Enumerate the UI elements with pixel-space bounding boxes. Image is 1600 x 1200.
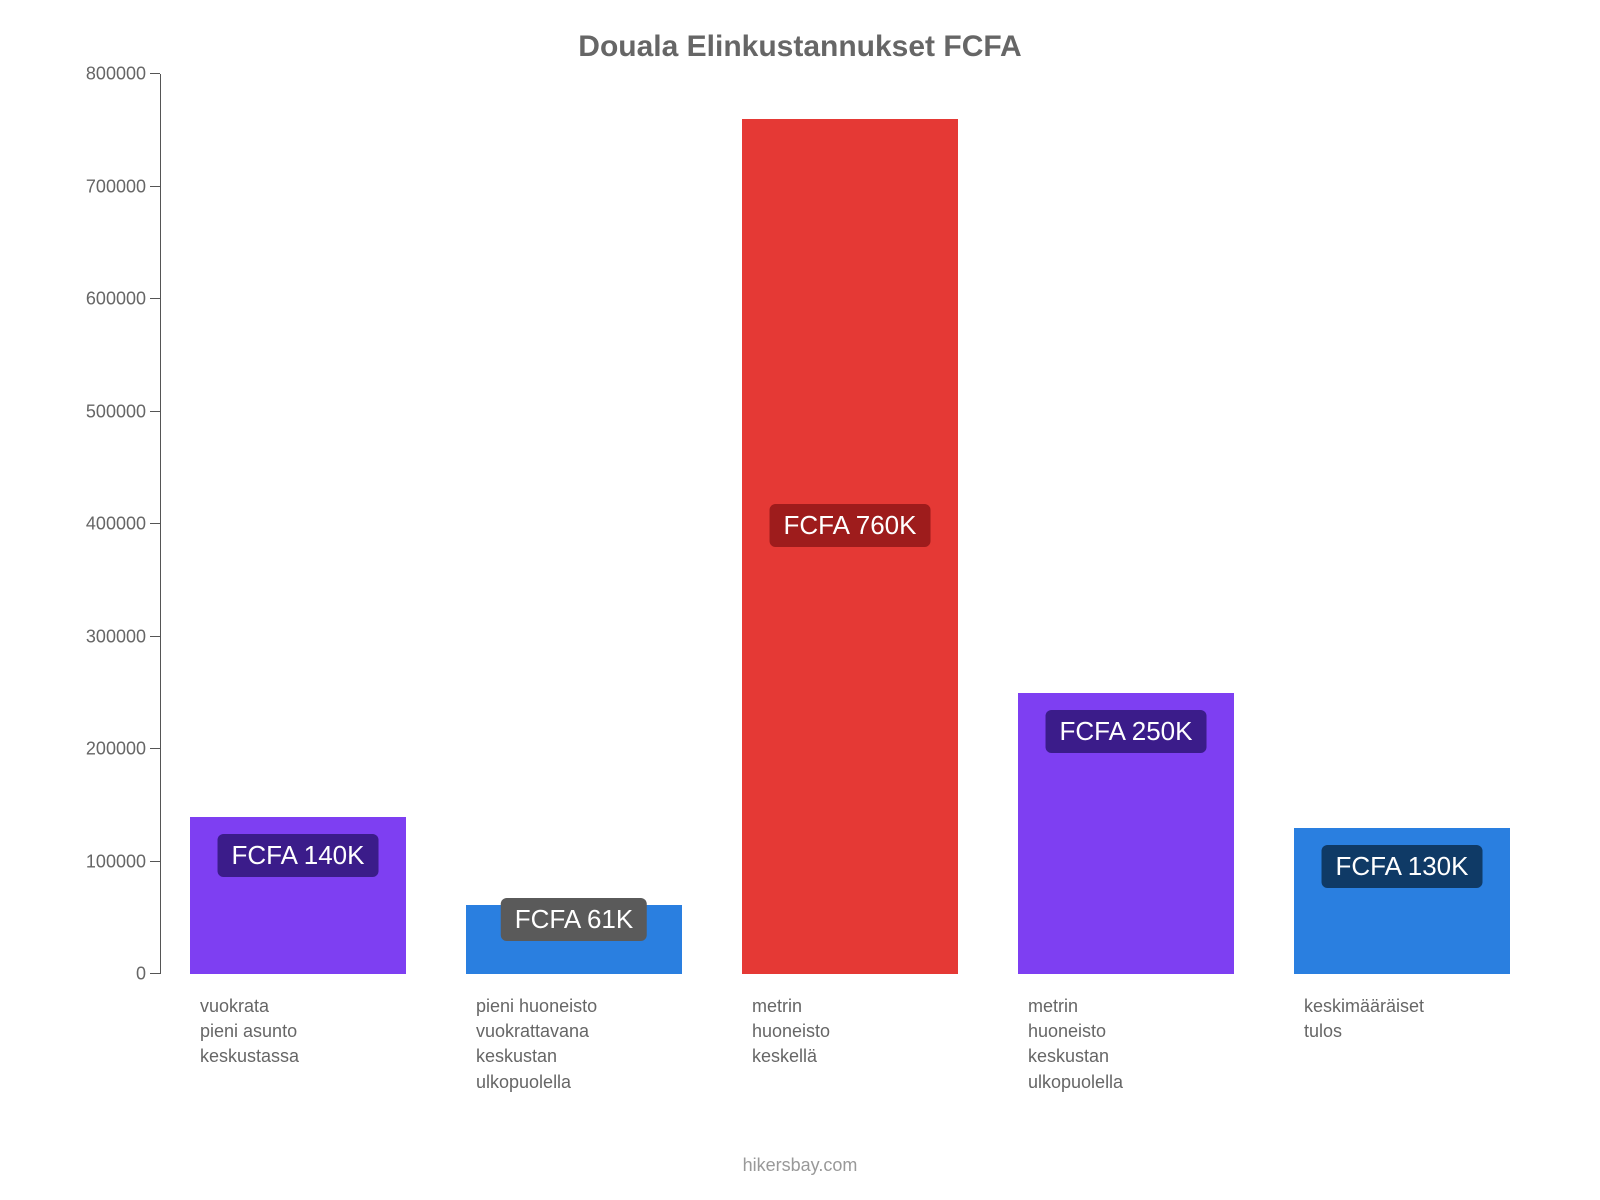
y-tick-label: 300000 (86, 626, 160, 647)
x-label: keskimääräisettulos (1264, 994, 1540, 1095)
y-tick-label: 500000 (86, 401, 160, 422)
x-label: vuokratapieni asuntokeskustassa (160, 994, 436, 1095)
y-tick-label: 700000 (86, 176, 160, 197)
bars-group: FCFA 140K FCFA 61K FCFA 760K FCFA 250K FCFA … (160, 74, 1540, 974)
value-badge: FCFA 130K (1322, 845, 1483, 888)
bar: FCFA 760K (742, 119, 957, 974)
y-tick-label: 200000 (86, 739, 160, 760)
y-tick-label: 100000 (86, 851, 160, 872)
value-badge: FCFA 61K (501, 898, 648, 941)
value-badge: FCFA 760K (770, 504, 931, 547)
x-label: pieni huoneistovuokrattavanakeskustanulk… (436, 994, 712, 1095)
bar-slot: FCFA 250K (988, 74, 1264, 974)
value-badge: FCFA 250K (1046, 710, 1207, 753)
bar-slot: FCFA 140K (160, 74, 436, 974)
x-label: metrinhuoneistokeskustanulkopuolella (988, 994, 1264, 1095)
x-label: metrinhuoneistokeskellä (712, 994, 988, 1095)
y-tick-label: 800000 (86, 64, 160, 85)
bar: FCFA 61K (466, 905, 681, 974)
x-labels: vuokratapieni asuntokeskustassapieni huo… (160, 994, 1540, 1095)
bar: FCFA 140K (190, 817, 405, 975)
y-tick-label: 0 (136, 964, 160, 985)
bar: FCFA 250K (1018, 693, 1233, 974)
bar-slot: FCFA 61K (436, 74, 712, 974)
y-tick-label: 600000 (86, 289, 160, 310)
y-tick-label: 400000 (86, 514, 160, 535)
bar: FCFA 130K (1294, 828, 1509, 974)
value-badge: FCFA 140K (218, 834, 379, 877)
chart-title: Douala Elinkustannukset FCFA (60, 30, 1540, 64)
bar-slot: FCFA 760K (712, 74, 988, 974)
chart-container: Douala Elinkustannukset FCFA 01000002000… (0, 0, 1600, 1200)
plot-area: 0100000200000300000400000500000600000700… (160, 74, 1540, 974)
footer-credit: hikersbay.com (0, 1155, 1600, 1176)
bar-slot: FCFA 130K (1264, 74, 1540, 974)
